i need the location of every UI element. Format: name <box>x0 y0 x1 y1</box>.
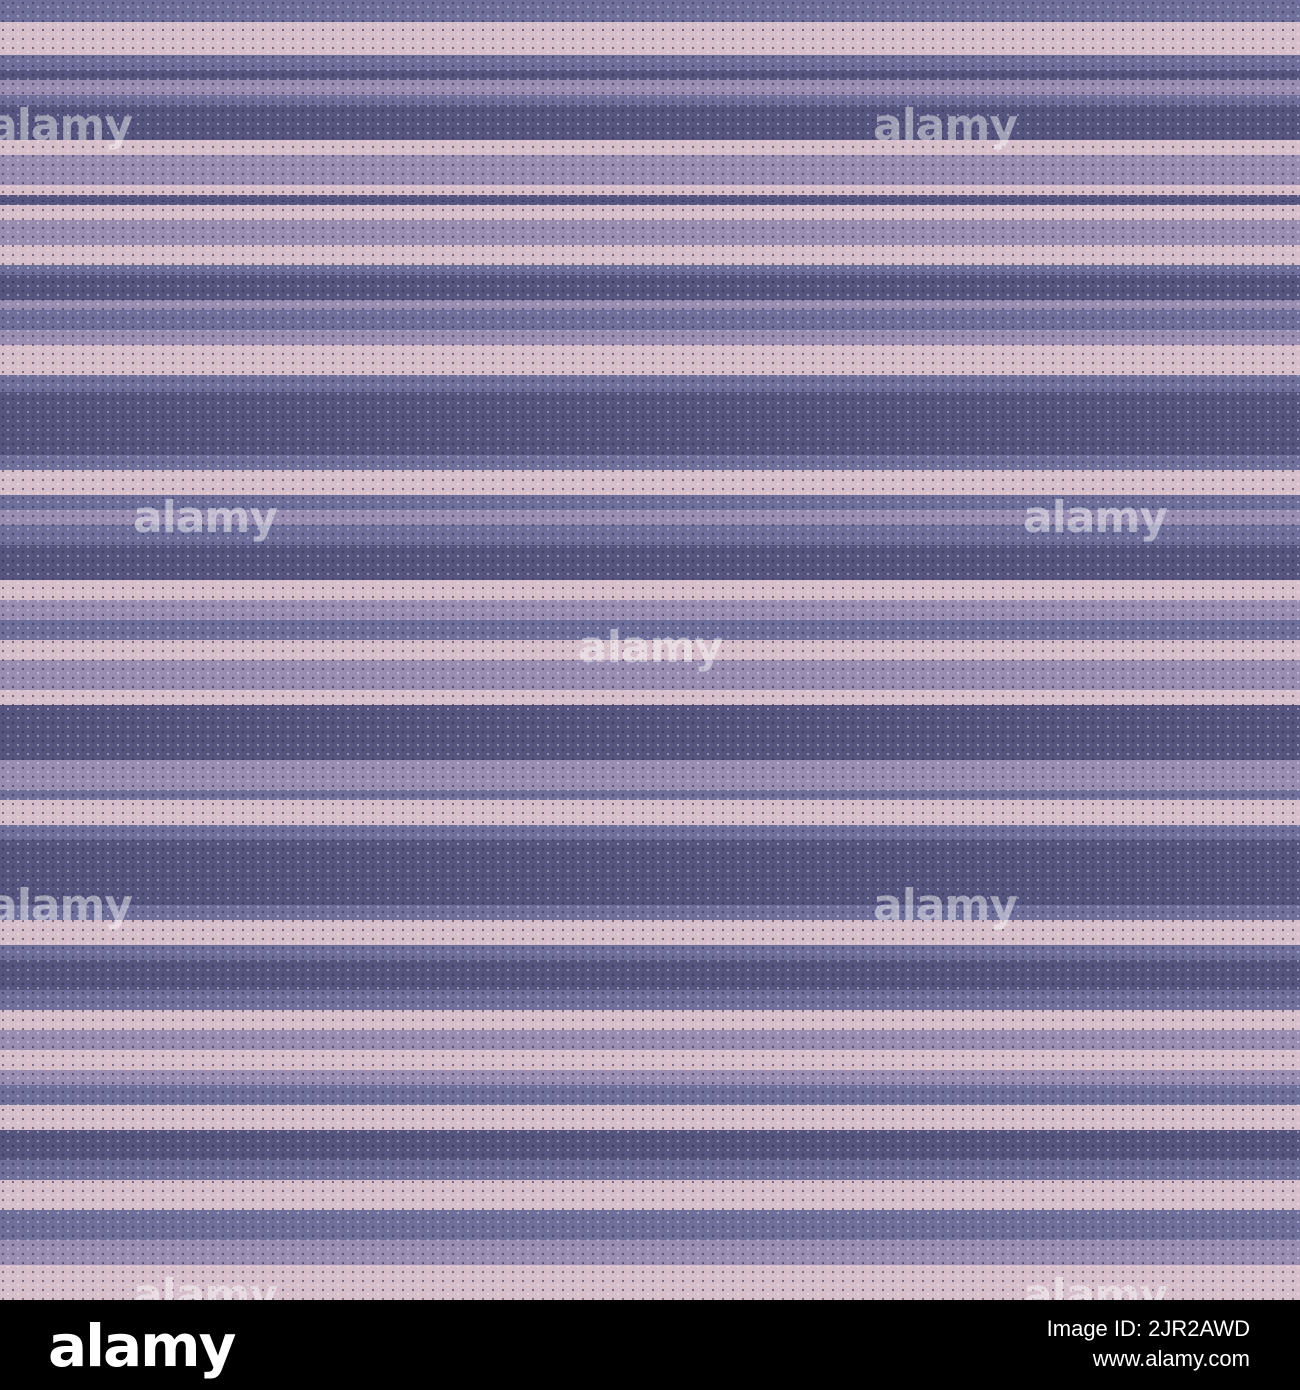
watermark: alamy <box>0 100 132 151</box>
image-id: Image ID: 2JR2AWD <box>1047 1316 1250 1341</box>
texture <box>0 0 1300 1300</box>
watermark: alamy <box>873 100 1017 151</box>
footer-url: www.alamy.com <box>1092 1346 1250 1371</box>
footer-logo: alamy <box>48 1312 236 1380</box>
watermark: alamy <box>578 622 722 673</box>
footer-bar <box>0 1300 1300 1390</box>
watermark: alamy <box>1023 492 1167 543</box>
watermark: alamy <box>873 880 1017 931</box>
watermark: alamy <box>133 492 277 543</box>
watermark: alamy <box>0 880 132 931</box>
